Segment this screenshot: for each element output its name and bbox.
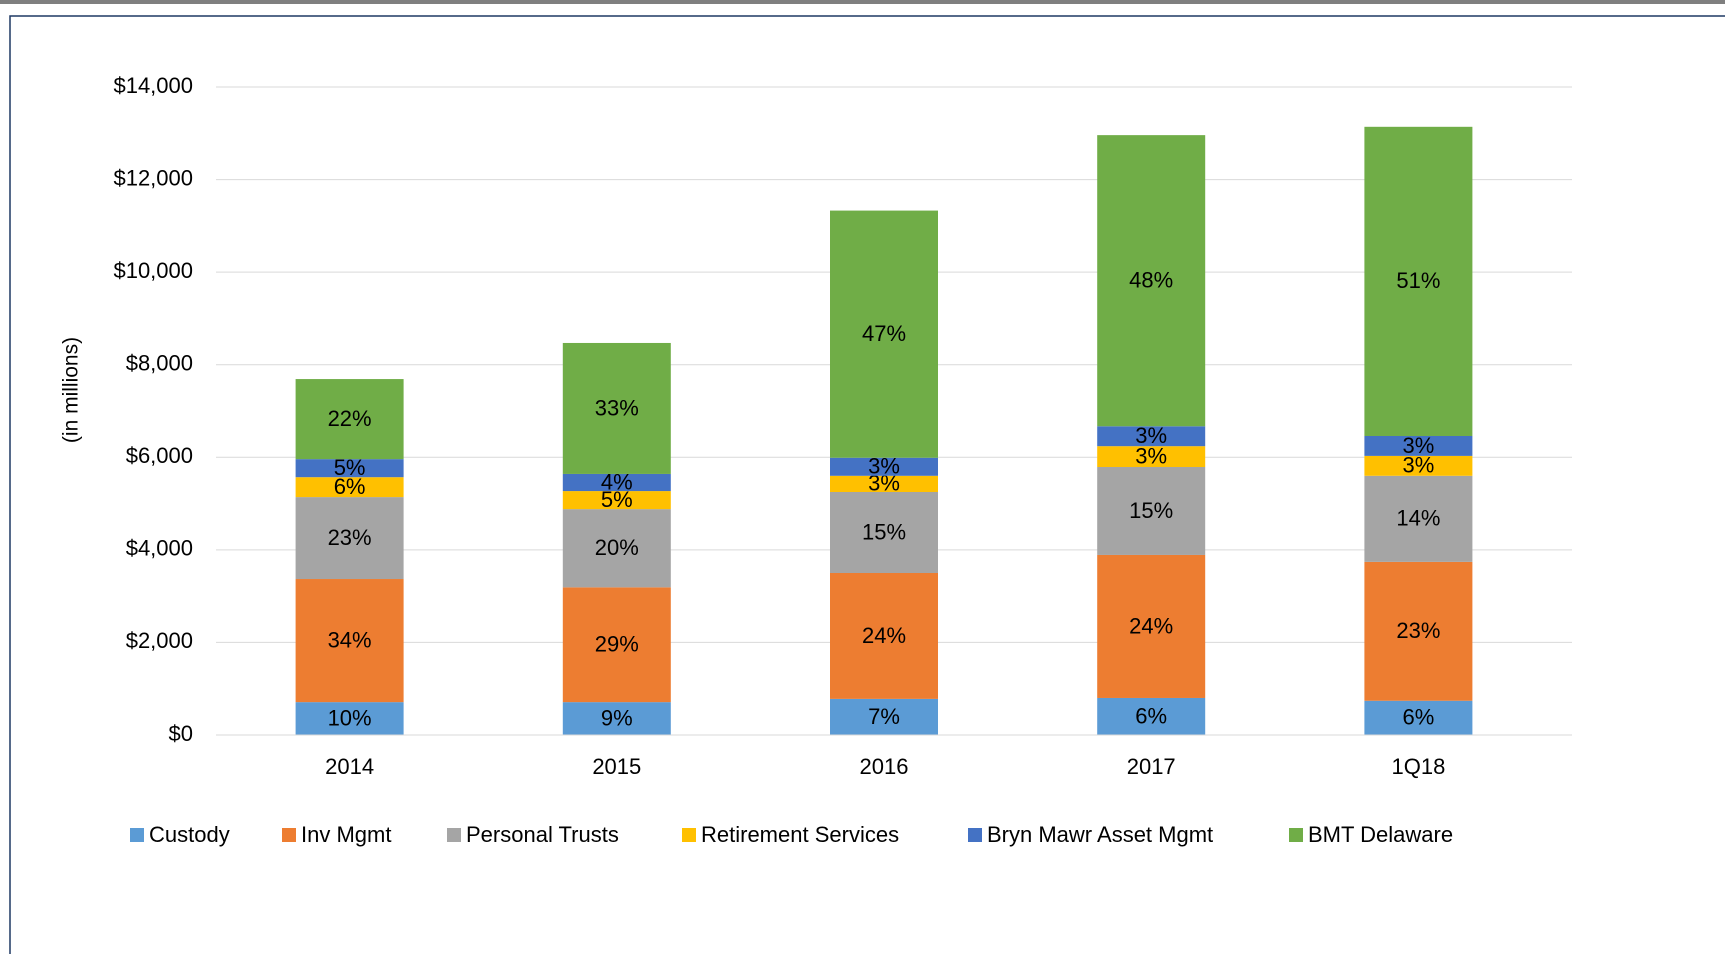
bar-segment (830, 457, 938, 476)
data-label: 3% (1135, 423, 1167, 448)
legend-label: Bryn Mawr Asset Mgmt (987, 822, 1213, 847)
legend-label: Retirement Services (701, 822, 899, 847)
y-tick-label: $8,000 (126, 351, 193, 376)
legend-swatch (682, 828, 696, 842)
bar-segment (1364, 561, 1473, 701)
legend-swatch (447, 828, 461, 842)
bar-segment (1364, 435, 1473, 456)
y-axis-label: (in millions) (60, 337, 83, 443)
y-tick-label: $4,000 (126, 536, 193, 561)
y-tick-label: $0 (169, 721, 193, 746)
y-tick-label: $6,000 (126, 443, 193, 468)
bar-segment (1097, 697, 1206, 735)
legend-label: Custody (149, 822, 230, 847)
data-label: 34% (328, 627, 372, 652)
data-label: 9% (601, 705, 633, 730)
data-label: 29% (595, 632, 639, 657)
data-label: 23% (1396, 618, 1440, 643)
top-rule (0, 0, 1725, 4)
data-label: 6% (334, 474, 366, 499)
legend-swatch (1289, 828, 1303, 842)
bar-segment (1097, 554, 1206, 698)
bar-segment (295, 459, 404, 478)
bar-segment (1097, 446, 1206, 468)
legend-swatch (968, 828, 982, 842)
data-label: 3% (1403, 433, 1435, 458)
bar-segment (295, 579, 404, 703)
x-tick-label: 1Q18 (1391, 754, 1445, 779)
bar-segment (1364, 700, 1473, 735)
bar-segment (295, 477, 404, 498)
y-tick-label: $10,000 (113, 258, 193, 283)
bar-segment (1097, 467, 1206, 555)
data-label: 48% (1129, 268, 1173, 293)
data-label: 6% (1403, 705, 1435, 730)
data-label: 22% (328, 406, 372, 431)
bar-segment (1097, 426, 1206, 447)
data-label: 33% (595, 395, 639, 420)
legend-swatch (282, 828, 296, 842)
bar-segment (830, 475, 938, 492)
data-label: 24% (862, 623, 906, 648)
data-label: 15% (1129, 498, 1173, 523)
data-label: 6% (1135, 703, 1167, 728)
bar-segment (295, 497, 404, 580)
bar-segment (562, 473, 671, 492)
data-label: 15% (862, 519, 906, 544)
legend-label: BMT Delaware (1308, 822, 1453, 847)
legend-swatch (130, 828, 144, 842)
bar-segment (1364, 126, 1473, 436)
bar-segment (830, 573, 938, 699)
bar-segment (562, 491, 671, 510)
x-tick-label: 2014 (325, 754, 374, 779)
bar-segment (1364, 455, 1473, 476)
data-label: 3% (1403, 453, 1435, 478)
data-label: 10% (328, 705, 372, 730)
y-tick-label: $14,000 (113, 73, 193, 98)
bar-segment (1097, 135, 1206, 427)
bar-segment (295, 702, 404, 735)
x-tick-label: 2015 (592, 754, 641, 779)
legend-label: Inv Mgmt (301, 822, 391, 847)
data-label: 24% (1129, 613, 1173, 638)
x-tick-label: 2016 (860, 754, 909, 779)
legend-label: Personal Trusts (466, 822, 619, 847)
bar-segment (830, 698, 938, 735)
y-tick-label: $12,000 (113, 165, 193, 190)
data-label: 5% (601, 487, 633, 512)
bar-segment (562, 509, 671, 588)
data-label: 5% (334, 455, 366, 480)
bar-segment (295, 379, 404, 460)
data-label: 51% (1396, 268, 1440, 293)
bar-segment (1364, 475, 1473, 562)
y-tick-label: $2,000 (126, 628, 193, 653)
x-tick-label: 2017 (1127, 754, 1176, 779)
bar-segment (830, 210, 938, 458)
data-label: 47% (862, 321, 906, 346)
data-label: 20% (595, 535, 639, 560)
data-label: 3% (868, 454, 900, 479)
bar-segment (562, 342, 671, 474)
data-label: 23% (328, 525, 372, 550)
data-label: 7% (868, 704, 900, 729)
bar-segment (830, 492, 938, 573)
data-label: 3% (1135, 443, 1167, 468)
frame (9, 15, 1725, 954)
data-label: 14% (1396, 506, 1440, 531)
bar-segment (562, 702, 671, 735)
bar-segment (562, 587, 671, 703)
